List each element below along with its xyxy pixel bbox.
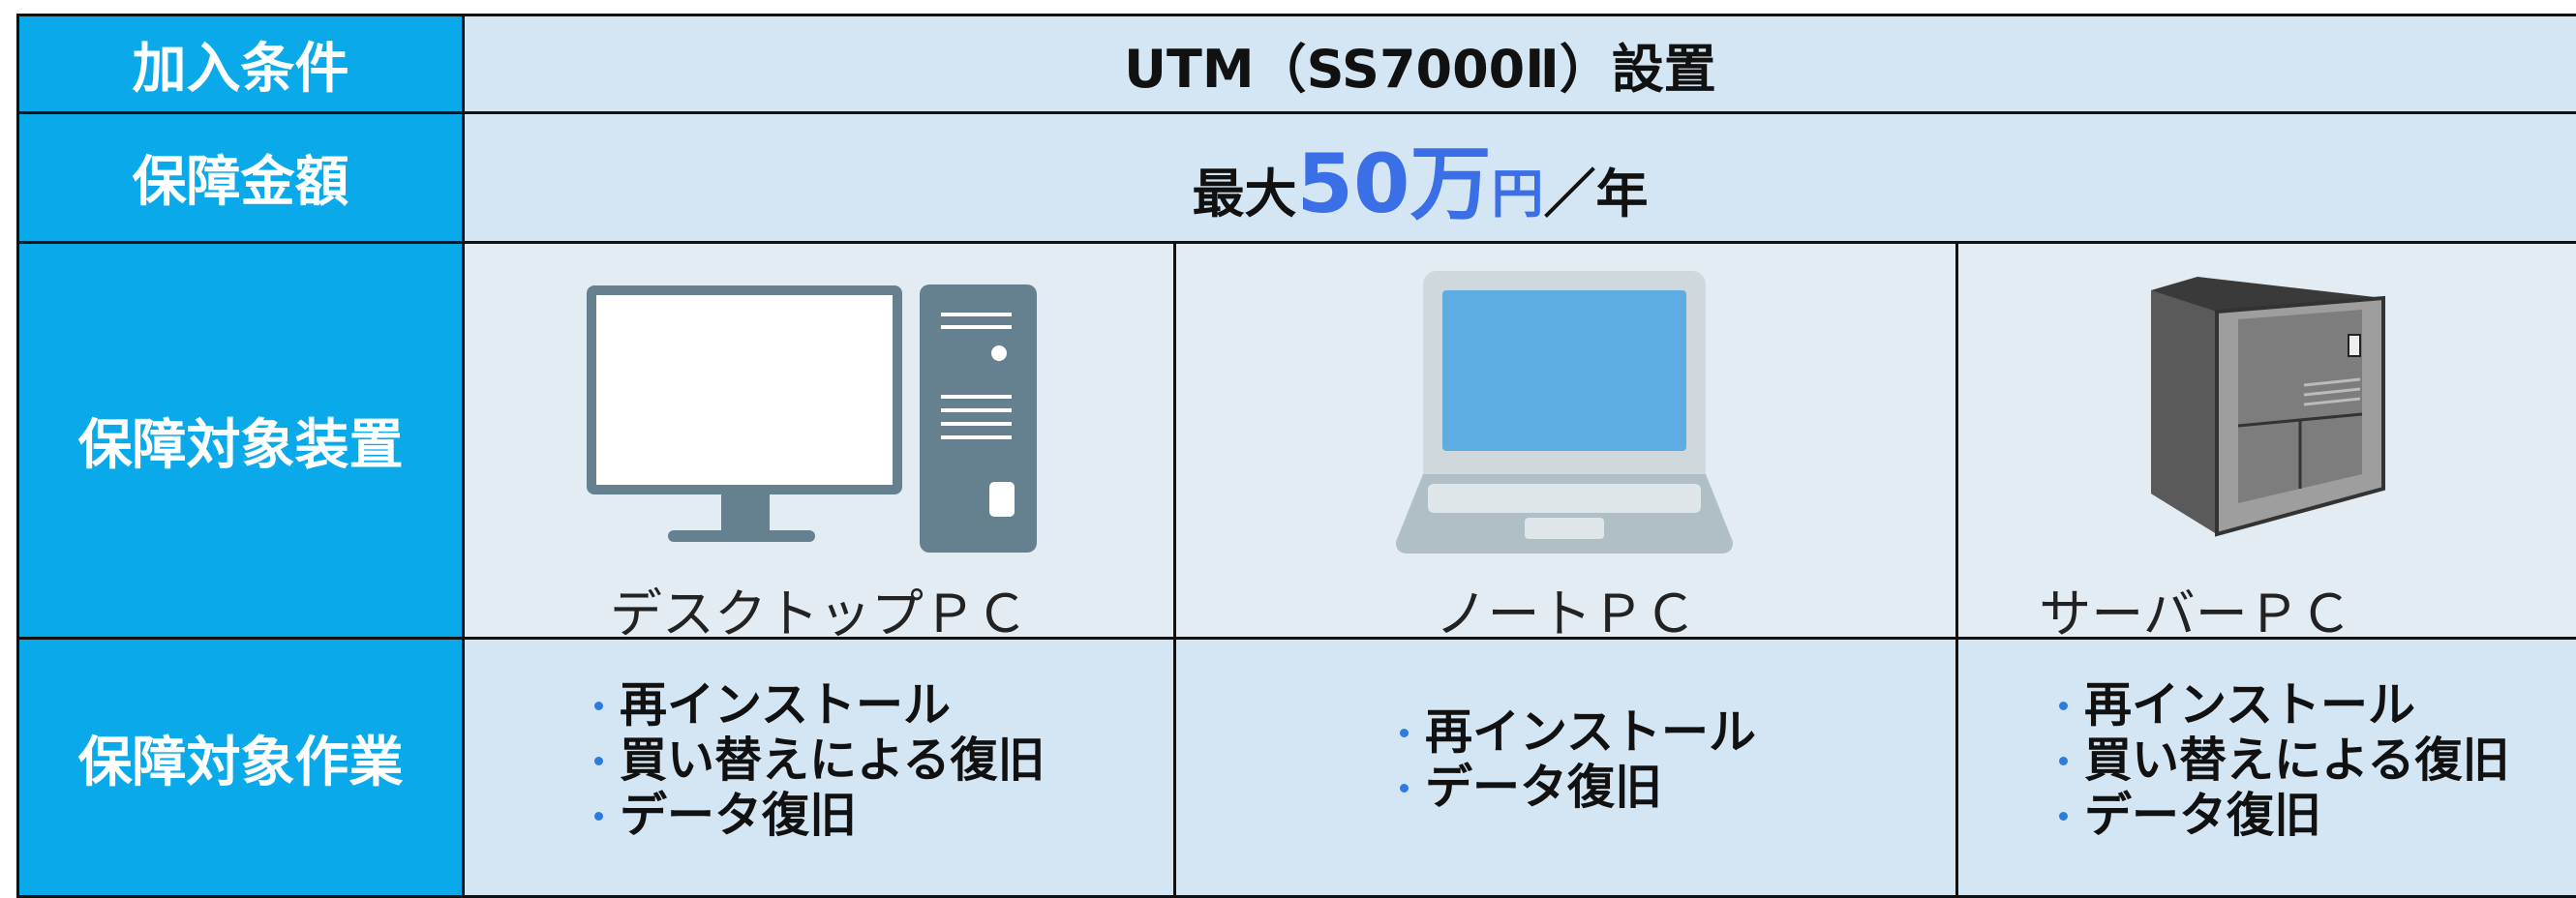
condition-text: UTM（SS7000Ⅱ）設置 <box>1124 38 1716 100</box>
row-header: 保障対象作業 <box>16 637 465 898</box>
work-list: 再インストール 買い替えによる復旧 データ復旧 <box>589 677 1046 843</box>
amount-unit: 円 <box>1491 164 1544 224</box>
work-item: 買い替えによる復旧 <box>589 733 1046 788</box>
header-text: 保障対象装置 <box>77 413 404 477</box>
header-text: 加入条件 <box>132 37 349 101</box>
device-cell: デスクトップＰＣ <box>462 241 1176 644</box>
condition-cell: UTM（SS7000Ⅱ）設置 <box>462 14 2576 114</box>
header-text: 保障金額 <box>132 151 349 214</box>
header-text: 保障対象作業 <box>77 731 404 794</box>
amount-number: 50万 <box>1296 136 1492 231</box>
device-label: サーバーＰＣ <box>2039 584 2352 644</box>
work-item: 再インストール <box>2053 677 2510 733</box>
work-item: 再インストール <box>1394 704 1756 760</box>
row-header: 加入条件 <box>16 14 465 114</box>
work-item: 買い替えによる復旧 <box>2053 733 2510 788</box>
row-header: 保障金額 <box>16 111 465 244</box>
work-cell <box>462 637 1176 898</box>
work-list: 再インストール 買い替えによる復旧 データ復旧 <box>2053 677 2510 843</box>
work-item: 再インストール <box>589 677 1046 733</box>
work-cell <box>1955 637 2576 898</box>
amount-suffix: ／年 <box>1543 164 1649 224</box>
amount: 最大50万円／年 <box>1193 119 1649 236</box>
row-header: 保障対象装置 <box>16 241 465 640</box>
work-item: データ復旧 <box>589 788 1046 843</box>
amount-cell: 最大50万円／年 <box>462 111 2576 244</box>
device-label: ノートＰＣ <box>1435 584 1697 644</box>
amount-prefix: 最大 <box>1192 164 1297 224</box>
work-item: データ復旧 <box>1394 760 1756 815</box>
work-list: 再インストール データ復旧 <box>1394 704 1756 815</box>
device-cell: サーバーＰＣ <box>1955 241 2576 644</box>
work-item: データ復旧 <box>2053 788 2510 843</box>
device-label: デスクトップＰＣ <box>610 584 1028 644</box>
